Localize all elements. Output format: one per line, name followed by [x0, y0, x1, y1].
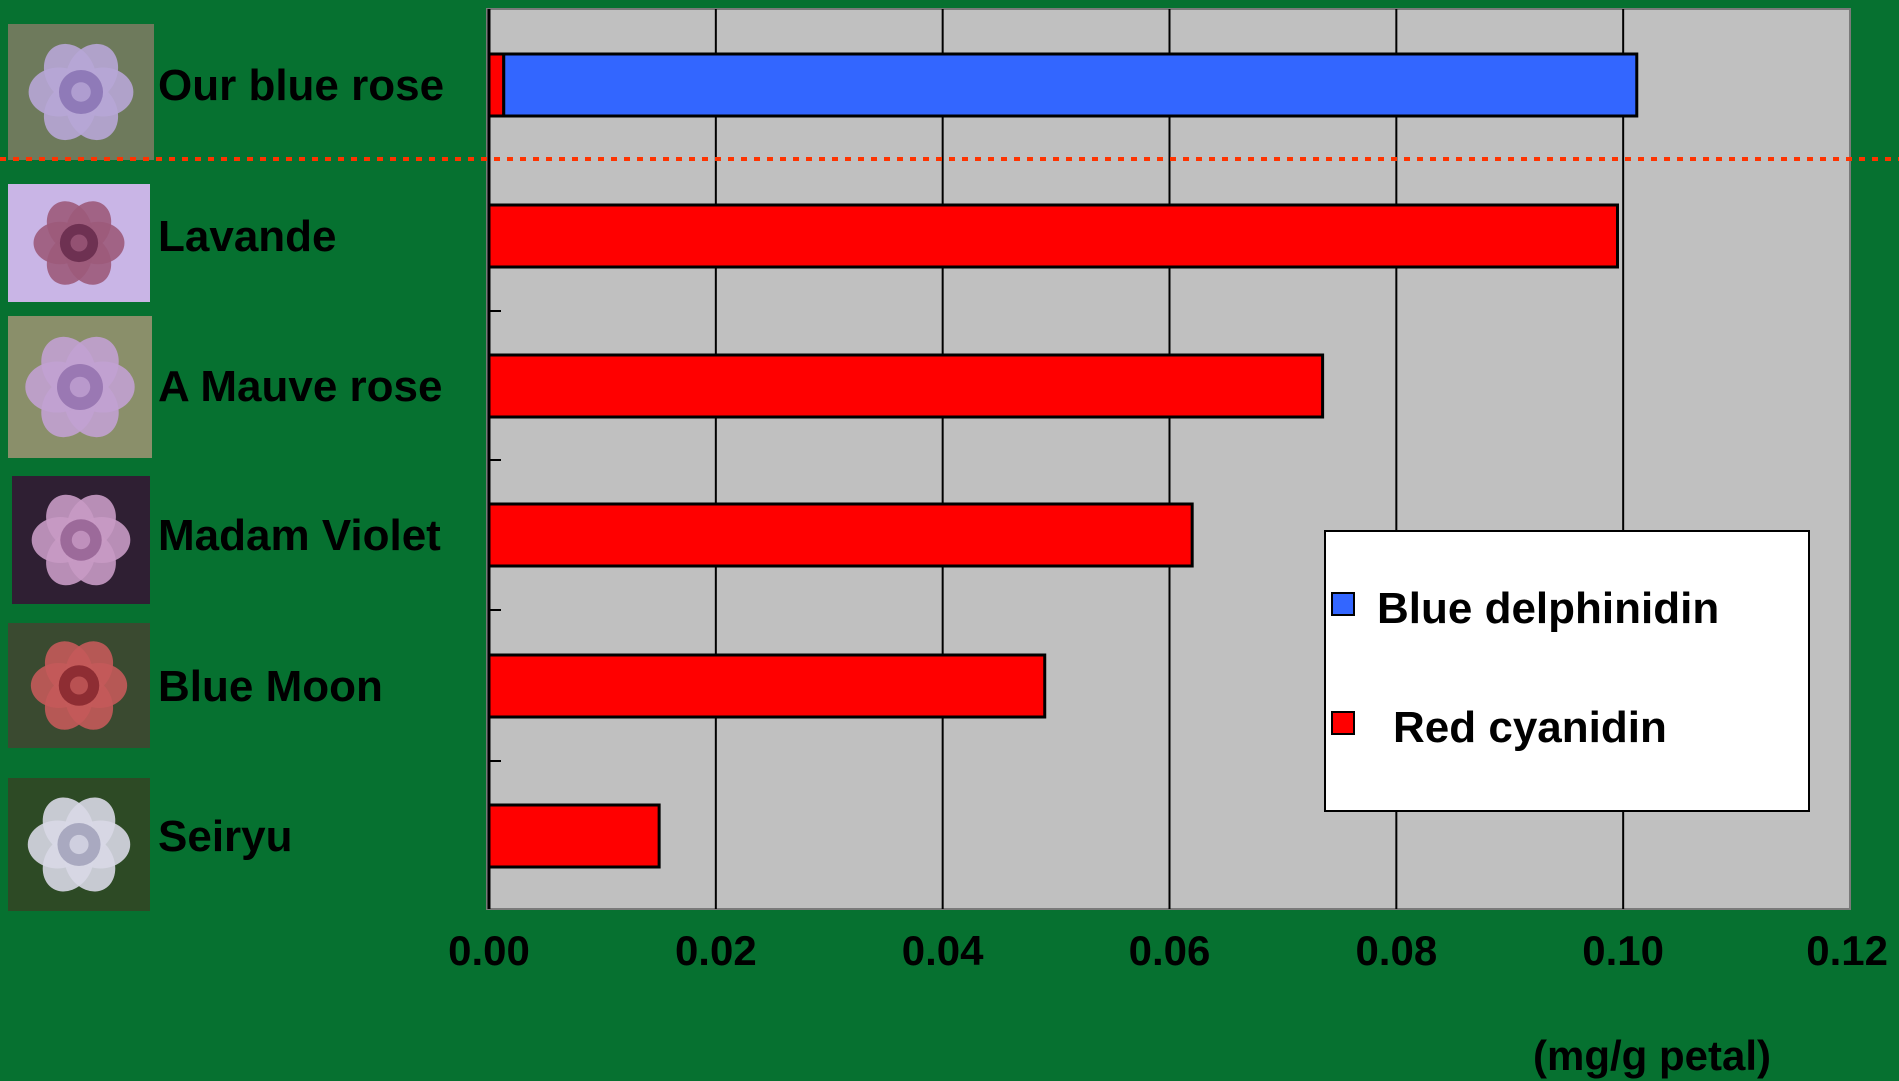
- category-label-2: A Mauve rose: [158, 362, 442, 411]
- rose-photo-3: [12, 476, 150, 604]
- bar-series: [487, 52, 1639, 869]
- rose-photo-1: [8, 184, 150, 302]
- x-tick-label-2: 0.04: [902, 927, 984, 974]
- legend: Blue delphinidin Red cyanidin: [1324, 530, 1810, 812]
- category-label-0: Our blue rose: [158, 61, 444, 110]
- rose-photo-5: [8, 778, 150, 911]
- rose-thumbnails: [8, 24, 154, 911]
- legend-label-0: Blue delphinidin: [1377, 584, 1719, 633]
- rose-photo-2: [8, 316, 152, 458]
- bar-red-cyanidin-1: [487, 203, 1619, 269]
- x-axis-tick-labels: 0.00 0.02 0.04 0.06 0.08 0.10 0.12: [448, 927, 1888, 974]
- x-tick-label-0: 0.00: [448, 927, 530, 974]
- bar-red-cyanidin-3: [487, 502, 1194, 568]
- x-tick-label-4: 0.08: [1355, 927, 1437, 974]
- legend-swatch-0: [1331, 592, 1355, 616]
- bar-red-cyanidin-4: [487, 653, 1047, 719]
- legend-label-1: Red cyanidin: [1393, 703, 1667, 752]
- rose-photo-0: [8, 24, 154, 160]
- x-tick-label-1: 0.02: [675, 927, 757, 974]
- category-label-3: Madam Violet: [158, 511, 441, 560]
- x-tick-label-5: 0.10: [1582, 927, 1664, 974]
- bar-red-cyanidin-2: [487, 353, 1325, 419]
- category-label-4: Blue Moon: [158, 662, 383, 711]
- category-label-5: Seiryu: [158, 812, 293, 861]
- unit-label: (mg/g petal): [1533, 1032, 1771, 1079]
- x-tick-label-3: 0.06: [1129, 927, 1211, 974]
- category-labels: Our blue rose Lavande A Mauve rose Madam Vi…: [158, 61, 444, 861]
- category-label-1: Lavande: [158, 212, 337, 261]
- bar-red-cyanidin-0: [487, 52, 506, 118]
- x-tick-label-6: 0.12: [1806, 927, 1888, 974]
- bar-blue-delphinidin-0: [502, 52, 1639, 118]
- legend-box: [1324, 530, 1810, 812]
- bar-red-cyanidin-5: [487, 803, 661, 869]
- rose-photo-4: [8, 623, 150, 748]
- legend-swatch-1: [1331, 711, 1355, 735]
- y-axis-ticks: [489, 310, 501, 762]
